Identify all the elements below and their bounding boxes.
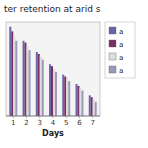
bar (27, 46, 29, 116)
bar (77, 86, 79, 116)
bar (76, 84, 78, 116)
bar (91, 97, 93, 116)
x-tick-label: 3 (38, 119, 42, 127)
x-tick (53, 116, 54, 118)
x-tick (13, 116, 14, 118)
x-tick-label: 1 (11, 119, 15, 127)
legend-swatch (109, 40, 116, 47)
bar (79, 88, 81, 116)
legend-label: a (119, 54, 123, 62)
title: ter retention at arid s (4, 4, 101, 14)
x-tick-label: 6 (77, 119, 82, 127)
x-tick-label: 4 (51, 119, 56, 127)
x-tick-label: 2 (24, 119, 28, 127)
bar (95, 102, 97, 116)
bar (64, 77, 66, 116)
legend-label: a (119, 67, 123, 75)
legend-label: a (119, 41, 123, 49)
legend-label: a (119, 28, 123, 36)
bar (66, 78, 68, 116)
legend: aaaa (105, 22, 135, 78)
x-tick (79, 116, 80, 118)
bar (23, 41, 25, 116)
x-tick (26, 116, 27, 118)
bars (9, 27, 96, 116)
x-tick (39, 116, 40, 118)
bar (9, 27, 11, 116)
bar (25, 43, 27, 116)
x-tick (66, 116, 67, 118)
bar (29, 50, 31, 116)
bar (40, 57, 42, 116)
legend-frame (105, 22, 135, 78)
bar (55, 72, 57, 116)
legend-swatch (109, 53, 116, 60)
bar (68, 81, 70, 116)
x-tick-label: 7 (90, 119, 94, 127)
plot-frame (6, 22, 100, 116)
bar (38, 54, 40, 116)
bar (36, 52, 38, 116)
chart-container: ter retention at arid s1234567Daysaaaa (0, 0, 148, 148)
legend-swatch (109, 66, 116, 73)
x-tick-label: 5 (64, 119, 68, 127)
legend-swatch (109, 27, 116, 34)
bar (89, 95, 91, 116)
bar (51, 66, 53, 116)
chart-svg: ter retention at arid s1234567Daysaaaa (0, 0, 148, 148)
x-tick (92, 116, 93, 118)
bar (11, 31, 13, 116)
bar (93, 99, 95, 116)
bar (62, 75, 64, 116)
bar (42, 60, 44, 116)
bar (53, 69, 55, 116)
bar (15, 41, 17, 116)
bar (49, 64, 51, 116)
bar (81, 91, 83, 116)
x-label: Days (42, 129, 64, 138)
bar (13, 36, 15, 116)
